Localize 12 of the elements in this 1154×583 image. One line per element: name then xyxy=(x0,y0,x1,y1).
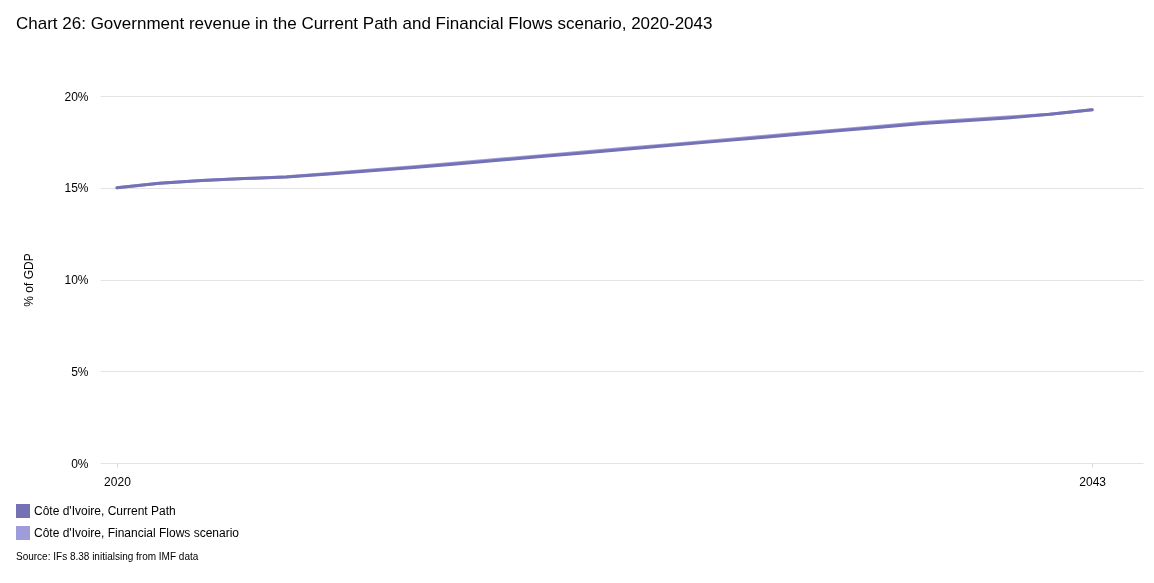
legend-label: Côte d'Ivoire, Current Path xyxy=(34,504,176,518)
y-tick-label: 20% xyxy=(64,89,89,104)
chart-title: Chart 26: Government revenue in the Current Path and Financial Flows scenario, 2020-2043 xyxy=(16,14,713,33)
source-note: Source: IFs 8.38 initialsing from IMF data xyxy=(16,551,199,562)
y-tick-label: 0% xyxy=(71,456,89,471)
y-tick-label: 5% xyxy=(71,364,89,379)
y-tick-label: 10% xyxy=(64,273,89,287)
y-axis-title: % of GDP xyxy=(21,253,36,307)
x-tick-label: 2043 xyxy=(1079,474,1107,489)
y-tick-label: 15% xyxy=(64,181,89,196)
x-tick-label: 2020 xyxy=(104,474,132,489)
legend-label: Côte d'Ivoire, Financial Flows scenario xyxy=(34,526,240,540)
